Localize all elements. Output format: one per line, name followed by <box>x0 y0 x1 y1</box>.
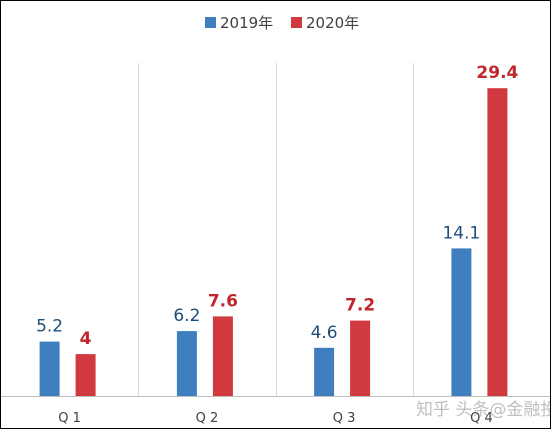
data-label-q2-2020: 7.6 <box>208 291 238 311</box>
legend-swatch-2020 <box>291 17 302 28</box>
bar-q1-2019 <box>39 341 60 396</box>
bar-q2-2019 <box>176 331 197 396</box>
legend: 2019年 2020年 <box>205 14 359 32</box>
category-separators <box>1 63 550 397</box>
x-tick-q1: Q 1 <box>58 411 81 426</box>
data-label-q4-2020: 29.4 <box>476 63 518 83</box>
bar-q1-2020 <box>75 354 96 396</box>
legend-label-2020: 2020年 <box>306 14 359 32</box>
data-labels: 5.2 4 6.2 7.6 4.6 7.2 14.1 29.4 <box>36 63 518 349</box>
x-tick-labels: Q 1 Q 2 Q 3 Q 4 <box>58 411 492 426</box>
x-tick-q2: Q 2 <box>196 411 219 426</box>
data-label-q2-2019: 6.2 <box>173 306 200 326</box>
bars <box>39 88 508 396</box>
bar-q3-2019 <box>314 347 335 396</box>
data-label-q1-2020: 4 <box>80 329 92 349</box>
legend-label-2019: 2019年 <box>220 14 273 32</box>
watermark: 知乎 头条@金融投资网 <box>416 400 550 420</box>
bar-q4-2020 <box>487 88 508 396</box>
bar-q2-2020 <box>212 316 233 396</box>
data-label-q3-2019: 4.6 <box>311 323 338 343</box>
legend-item-2020: 2020年 <box>291 14 359 32</box>
x-tick-q4: Q 4 <box>470 411 493 426</box>
legend-swatch-2019 <box>205 17 216 28</box>
bar-q4-2019 <box>451 248 472 396</box>
legend-item-2019: 2019年 <box>205 14 273 32</box>
data-label-q3-2020: 7.2 <box>345 296 375 316</box>
data-label-q4-2019: 14.1 <box>442 223 480 243</box>
data-label-q1-2019: 5.2 <box>36 317 63 337</box>
x-tick-q3: Q 3 <box>333 411 356 426</box>
bar-q3-2020 <box>350 320 371 396</box>
